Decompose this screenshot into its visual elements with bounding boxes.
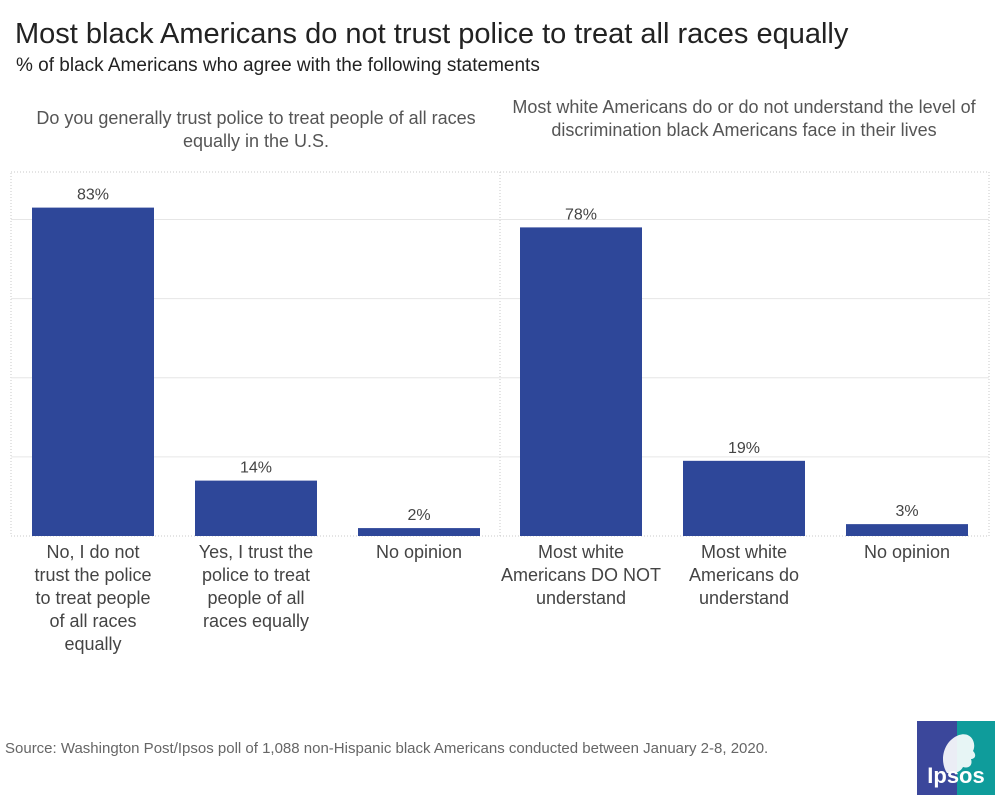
data-label: 2% (407, 507, 430, 524)
category-label: No opinion (376, 542, 462, 562)
category-label: Most white Americans DO NOT understand (501, 542, 661, 608)
data-label: 3% (895, 503, 918, 520)
data-label: 19% (728, 440, 760, 457)
bar (358, 528, 480, 536)
bar (32, 207, 154, 536)
panel-title-trust-police: Do you generally trust police to treat p… (36, 108, 476, 151)
logo-text: Ipsos (927, 763, 985, 788)
category-label: No opinion (864, 542, 950, 562)
bar (195, 480, 317, 536)
data-label: 78% (565, 206, 597, 223)
panel-title-white-understanding: Most white Americans do or do not unders… (512, 97, 976, 140)
bar (520, 227, 642, 537)
bar (683, 460, 805, 536)
chart-title: Most black Americans do not trust police… (15, 18, 849, 50)
data-label: 14% (240, 460, 272, 477)
source-note: Source: Washington Post/Ipsos poll of 1,… (5, 740, 769, 757)
bar (846, 524, 968, 536)
category-label: No, I do not trust the police to treat peo… (34, 542, 151, 654)
category-label: Yes, I trust the police to treat people of… (199, 542, 313, 631)
ipsos-logo: Ipsos (917, 721, 995, 795)
ipsos-logo-mark (917, 721, 995, 795)
category-label: Most white Americans do understand (689, 542, 799, 608)
data-label: 83% (77, 187, 109, 204)
chart-subtitle: % of black Americans who agree with the … (16, 55, 540, 76)
